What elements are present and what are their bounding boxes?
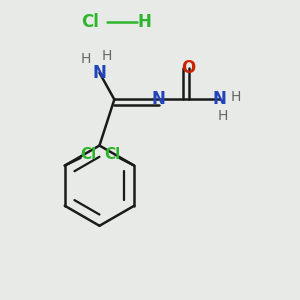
Text: O: O	[182, 59, 196, 77]
Text: N: N	[213, 91, 227, 109]
Text: H: H	[137, 13, 151, 31]
Text: H: H	[102, 50, 112, 63]
Text: N: N	[92, 64, 106, 82]
Text: H: H	[231, 89, 242, 103]
Text: Cl: Cl	[82, 13, 100, 31]
Text: Cl: Cl	[80, 147, 96, 162]
Text: Cl: Cl	[104, 147, 120, 162]
Text: H: H	[218, 109, 228, 123]
Text: H: H	[81, 52, 91, 66]
Text: N: N	[152, 91, 166, 109]
